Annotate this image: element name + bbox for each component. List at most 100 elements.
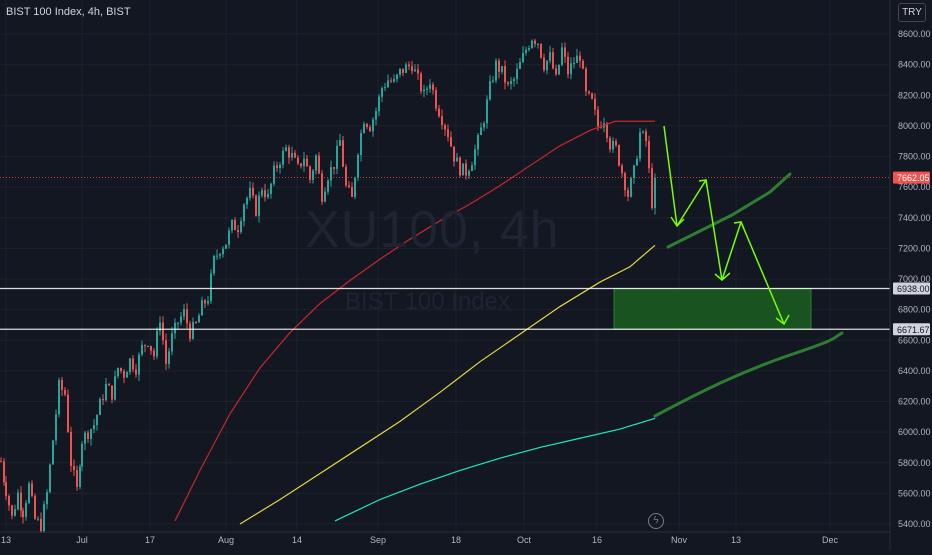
candle-body	[264, 190, 266, 198]
y-tick-label: 7600.00	[898, 182, 931, 192]
candle-body	[624, 173, 626, 191]
candle-body	[64, 390, 66, 395]
x-tick-label: Nov	[671, 535, 688, 545]
candle-body	[22, 510, 24, 517]
candle-body	[67, 394, 69, 432]
y-tick-label: 8200.00	[898, 90, 931, 100]
candle-body	[567, 56, 569, 75]
y-tick-label: 7800.00	[898, 152, 931, 162]
candle-body	[231, 219, 233, 231]
candle-body	[105, 383, 107, 401]
candle-body	[225, 244, 227, 249]
candle-body	[408, 64, 410, 67]
candle-body	[150, 345, 152, 351]
y-tick-label: 5400.00	[898, 519, 931, 529]
target-zone	[613, 287, 812, 330]
candle-body	[180, 316, 182, 323]
candle-body	[570, 63, 572, 75]
candle-body	[576, 55, 578, 63]
candle-body	[609, 138, 611, 150]
candle-body	[432, 84, 434, 91]
x-tick-label: 17	[145, 535, 155, 545]
arrow-head	[698, 179, 708, 188]
y-tick-label: 7200.00	[898, 243, 931, 253]
candle-body	[561, 47, 563, 65]
candle-body	[309, 166, 311, 180]
candle-body	[31, 483, 33, 496]
last-price-label-bg	[893, 171, 930, 184]
candle-body	[123, 371, 125, 378]
y-tick-label: 6400.00	[898, 366, 931, 376]
candle-body	[447, 129, 449, 138]
candle-body	[168, 351, 170, 364]
candle-body	[333, 167, 335, 169]
candle-body	[261, 190, 263, 196]
candle-body	[315, 155, 317, 171]
candle-body	[5, 482, 7, 497]
candle-body	[504, 66, 506, 83]
candle-body	[159, 322, 161, 331]
candle-body	[531, 40, 533, 49]
candles	[0, 38, 656, 533]
candle-body	[480, 127, 482, 135]
candle-body	[453, 146, 455, 162]
candle-body	[141, 344, 143, 355]
candle-body	[423, 89, 425, 92]
candle-body	[93, 425, 95, 430]
candle-body	[273, 165, 275, 184]
candle-body	[393, 79, 395, 82]
candle-body	[303, 158, 305, 167]
candle-body	[240, 221, 242, 233]
candle-body	[345, 166, 347, 186]
candle-body	[216, 255, 218, 257]
candle-body	[267, 193, 269, 198]
candle-body	[348, 185, 350, 188]
arrow-head	[670, 216, 685, 228]
candle-body	[147, 345, 149, 347]
candle-body	[540, 43, 542, 58]
candle-body	[58, 379, 60, 415]
candle-body	[61, 379, 63, 391]
forecast-arrows	[663, 125, 790, 326]
candle-body	[495, 60, 497, 81]
candle-body	[234, 219, 236, 230]
candle-body	[285, 147, 287, 151]
candle-body	[558, 64, 560, 75]
candle-body	[49, 464, 51, 492]
candle-body	[276, 165, 278, 168]
candle-body	[549, 52, 551, 61]
candle-body	[621, 165, 623, 174]
candle-body	[156, 330, 158, 357]
candle-body	[204, 300, 206, 304]
candle-body	[135, 369, 137, 375]
candle-body	[28, 483, 30, 504]
x-tick-label: 14	[292, 535, 302, 545]
moving-average-red	[174, 120, 655, 522]
candle-body	[402, 68, 404, 73]
candle-body	[186, 309, 188, 324]
candle-body	[411, 66, 413, 72]
candle-body	[8, 496, 10, 506]
candle-body	[321, 173, 323, 202]
candle-body	[525, 49, 527, 54]
candle-body	[165, 340, 167, 364]
currency-button[interactable]: TRY	[898, 3, 926, 22]
lightning-icon[interactable]: ϟ	[648, 513, 664, 529]
candle-body	[43, 504, 45, 532]
candle-body	[138, 354, 140, 375]
candle-body	[483, 123, 485, 128]
x-tick-label: 16	[592, 535, 602, 545]
y-tick-label: 8000.00	[898, 121, 931, 131]
candle-body	[3, 461, 5, 483]
candle-body	[615, 141, 617, 146]
candle-body	[399, 68, 401, 75]
candle-body	[588, 91, 590, 94]
candle-body	[183, 309, 185, 317]
candle-body	[73, 465, 75, 471]
moving-average-teal	[334, 417, 656, 522]
candle-body	[441, 116, 443, 126]
candle-body	[102, 399, 104, 401]
candle-body	[642, 131, 644, 133]
